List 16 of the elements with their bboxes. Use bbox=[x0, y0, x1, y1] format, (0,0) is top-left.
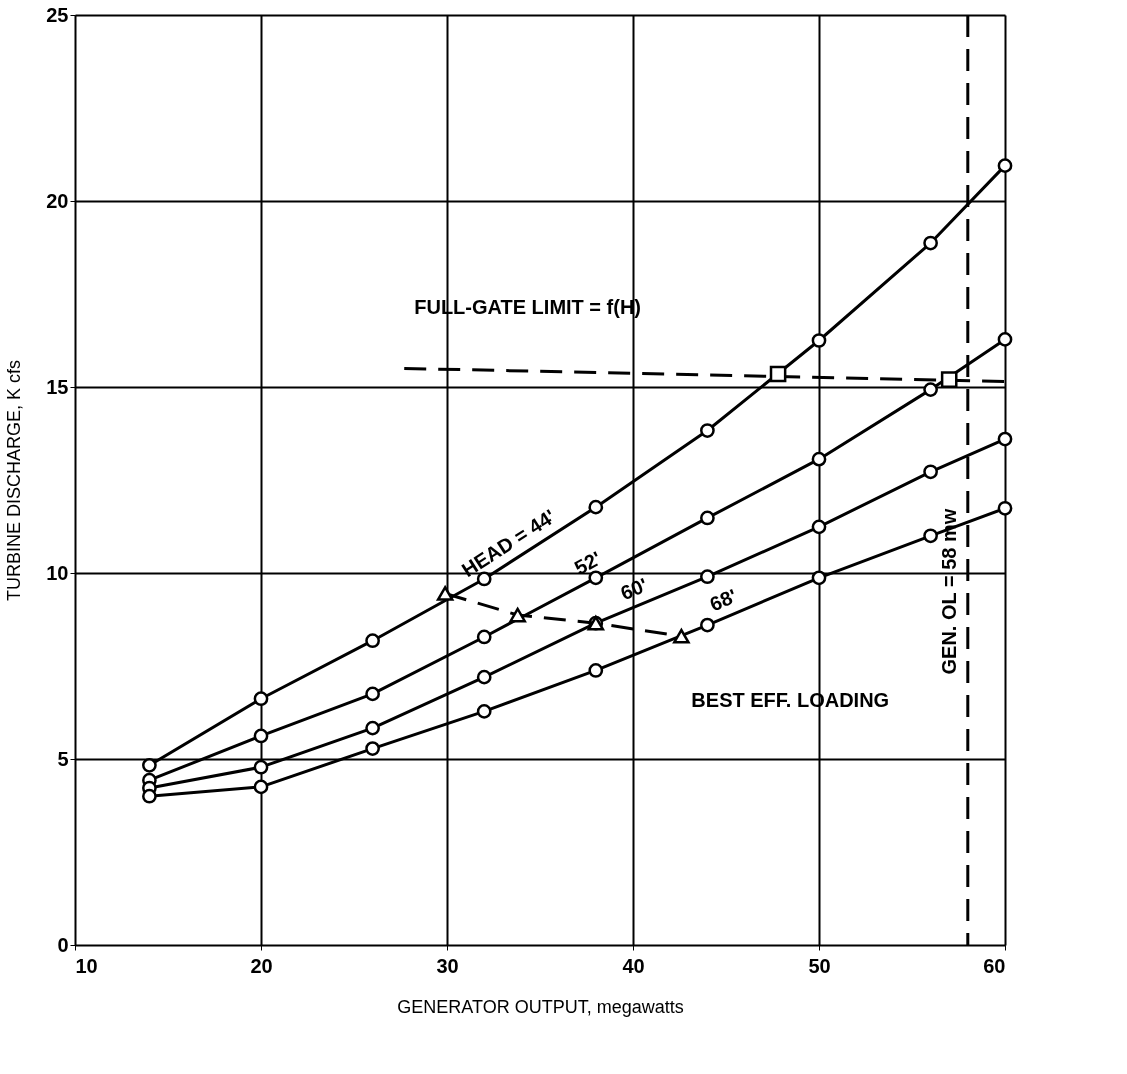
y-tick-label: 0 bbox=[57, 933, 69, 956]
x-tick-label: 30 bbox=[436, 954, 459, 977]
y-tick-label: 20 bbox=[46, 189, 69, 212]
x-tick-label: 10 bbox=[75, 954, 98, 977]
x-tick-label: 60 bbox=[983, 954, 1006, 977]
x-tick-label: 40 bbox=[622, 954, 645, 977]
x-tick-label: 50 bbox=[808, 954, 831, 977]
y-tick-label: 25 bbox=[46, 3, 69, 26]
y-tick-label: 5 bbox=[57, 747, 69, 770]
text: 52' bbox=[570, 546, 605, 579]
x-axis-title: GENERATOR OUTPUT, megawatts bbox=[397, 996, 684, 1017]
y-axis-title: TURBINE DISCHARGE, K cfs bbox=[4, 359, 25, 602]
x-tick-label: 20 bbox=[250, 954, 273, 977]
text: 68' bbox=[706, 584, 740, 616]
y-tick-label: 15 bbox=[46, 375, 69, 398]
y-tick-label: 10 bbox=[46, 561, 69, 584]
